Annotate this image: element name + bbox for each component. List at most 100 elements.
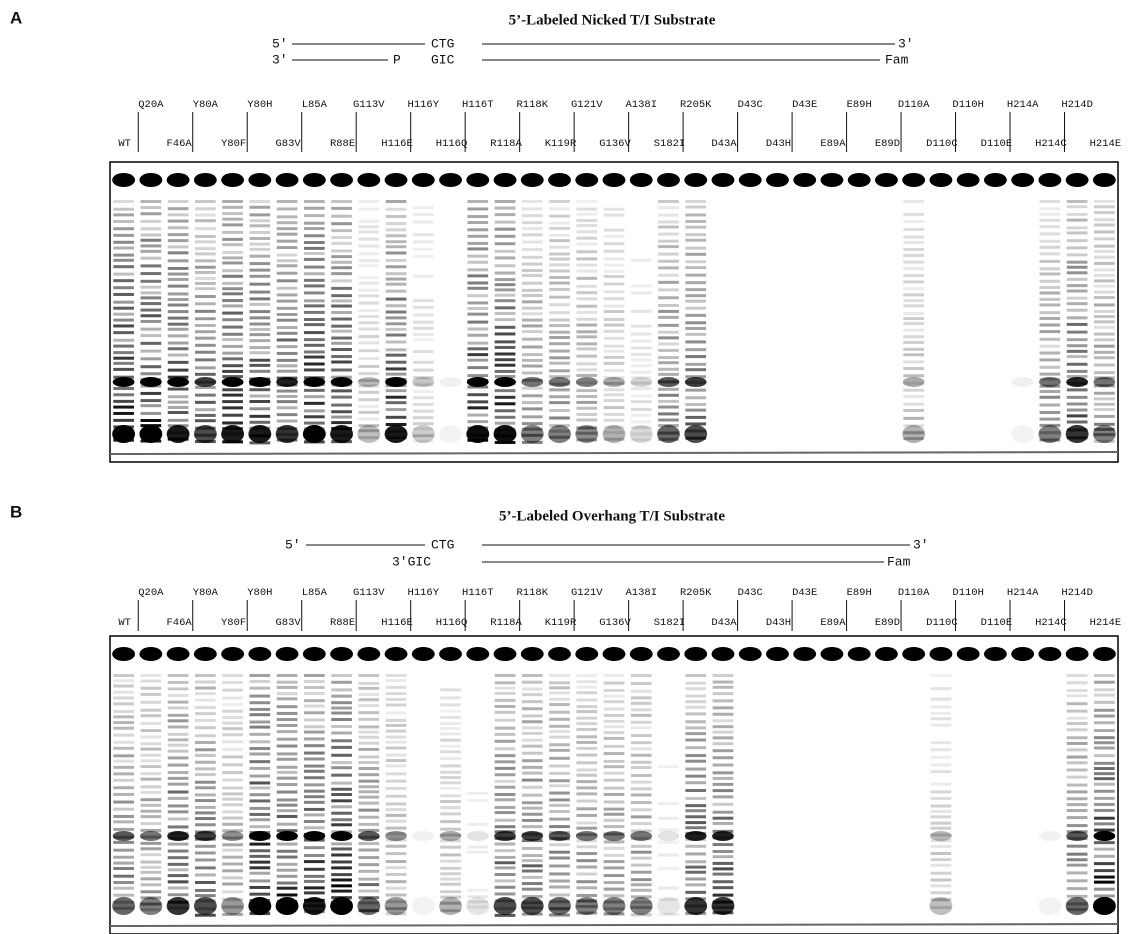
gel-band (576, 814, 597, 817)
gel-band (222, 823, 243, 826)
gel-band (385, 173, 408, 187)
gel-band (141, 815, 162, 818)
gel-band (575, 173, 598, 187)
gel-band (386, 298, 407, 301)
gel-band (222, 414, 243, 417)
gel-band (522, 864, 543, 867)
gel-band (113, 241, 134, 244)
gel-band (1093, 173, 1116, 187)
gel-band (713, 756, 734, 759)
gel-band (277, 809, 298, 812)
gel-band (277, 221, 298, 224)
gel-band (195, 754, 216, 757)
gel-band (658, 394, 679, 397)
gel-band (495, 843, 516, 846)
gel-band (604, 674, 625, 677)
gel-band (331, 389, 352, 392)
gel-band (140, 377, 162, 387)
gel-band (495, 207, 516, 210)
gel-band (604, 695, 625, 698)
gel-band (576, 330, 597, 333)
gel-band (331, 674, 352, 677)
gel-band (440, 867, 461, 870)
gel-band (631, 857, 652, 860)
gel-band (576, 717, 597, 720)
gel-band (331, 272, 352, 275)
gel-band (277, 730, 298, 733)
gel-band (168, 226, 189, 229)
gel-band (358, 341, 379, 344)
gel-band (685, 831, 707, 841)
gel-band (386, 354, 407, 357)
gel-band (249, 786, 270, 789)
gel-band (386, 873, 407, 876)
gel-band (548, 647, 571, 661)
gel-band (576, 389, 597, 392)
gel-band (495, 873, 516, 876)
gel-band (658, 361, 679, 364)
gel-band (931, 783, 952, 786)
gel-band (194, 831, 216, 841)
gel-band (249, 224, 270, 227)
gel-band (113, 793, 134, 796)
gel-band (113, 815, 134, 818)
gel-band (1067, 409, 1088, 412)
gel-band (549, 336, 570, 339)
gel-band (549, 674, 570, 677)
gel-band (277, 332, 298, 335)
gel-band (604, 808, 625, 811)
gel-band (358, 302, 379, 305)
gel-band (576, 698, 597, 701)
gel-band (522, 294, 543, 297)
gel-band (277, 718, 298, 721)
gel-band (195, 330, 216, 333)
gel-band (1067, 253, 1088, 256)
gel-band (1094, 315, 1115, 318)
gel-band (276, 425, 299, 443)
gel-band (113, 679, 134, 682)
gel-band (413, 333, 434, 336)
gel-band (1067, 809, 1088, 812)
gel-band (875, 173, 898, 187)
gel-band (576, 800, 597, 803)
gel-band (631, 358, 652, 361)
gel-band (1067, 756, 1088, 759)
gel-band (222, 357, 243, 360)
gel-band (195, 366, 216, 369)
gel-band (1039, 377, 1061, 387)
gel-band (304, 757, 325, 760)
gel-band (576, 886, 597, 889)
gel-band (467, 889, 488, 892)
gel-band (222, 231, 243, 234)
gel-band (658, 220, 679, 223)
gel-band (358, 687, 379, 690)
gel-band (1094, 855, 1115, 858)
gel-band (1067, 879, 1088, 882)
gel-band (331, 416, 352, 419)
gel-band (277, 798, 298, 801)
gel-band (494, 897, 517, 915)
strand-end: Fam (885, 52, 909, 67)
gel-band (195, 793, 216, 796)
gel-band (358, 365, 379, 368)
gel-band (358, 682, 379, 685)
gel-band (1067, 871, 1088, 874)
gel-band (304, 409, 325, 412)
gel-band (249, 351, 270, 354)
gel-band (168, 797, 189, 800)
gel-band (195, 858, 216, 861)
gel-band (141, 722, 162, 725)
panel-title: 5’-Labeled Overhang T/I Substrate (499, 508, 725, 524)
gel-band (141, 810, 162, 813)
gel-band (139, 647, 162, 661)
gel-band (522, 269, 543, 272)
gel-band (495, 886, 516, 889)
gel-band (331, 318, 352, 321)
lane-label: K119R (545, 617, 577, 629)
gel-band (793, 647, 816, 661)
gel-band (113, 247, 134, 250)
gel-band (141, 861, 162, 864)
gel-band (358, 755, 379, 758)
gel-band (1066, 647, 1089, 661)
gel-band (712, 897, 735, 915)
